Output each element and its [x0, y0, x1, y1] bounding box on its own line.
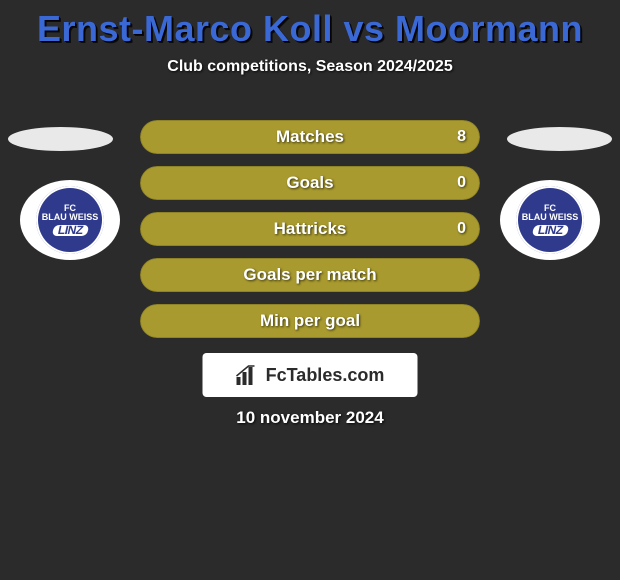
- stat-row-goals: Goals 0: [140, 166, 480, 200]
- infographic-root: Ernst-Marco Koll vs Moormann Club compet…: [0, 0, 620, 580]
- stat-row-hattricks: Hattricks 0: [140, 212, 480, 246]
- club-line3: LINZ: [51, 225, 88, 236]
- stat-row-matches: Matches 8: [140, 120, 480, 154]
- branding-badge: FcTables.com: [203, 353, 418, 397]
- player-avatar-right-slot: [507, 127, 612, 151]
- page-subtitle: Club competitions, Season 2024/2025: [0, 58, 620, 76]
- player-avatar-left-slot: [8, 127, 113, 151]
- club-line2: BLAU WEISS: [42, 213, 99, 222]
- stat-label: Min per goal: [260, 311, 360, 330]
- stats-panel: Matches 8 Goals 0 Hattricks 0 Goals per …: [140, 120, 480, 350]
- stat-label: Matches: [276, 127, 344, 146]
- stat-right-value: 0: [457, 166, 466, 200]
- stat-label: Goals per match: [243, 265, 376, 284]
- stat-right-value: 8: [457, 120, 466, 154]
- stat-label: Hattricks: [274, 219, 347, 238]
- date-text: 10 november 2024: [0, 408, 620, 428]
- stat-right-value: 0: [457, 212, 466, 246]
- club-badge-right: FC BLAU WEISS LINZ: [500, 180, 600, 260]
- club-line3: LINZ: [531, 225, 568, 236]
- club-badge-right-inner: FC BLAU WEISS LINZ: [516, 186, 584, 254]
- page-title: Ernst-Marco Koll vs Moormann: [0, 0, 620, 50]
- stat-label: Goals: [286, 173, 333, 192]
- branding-text: FcTables.com: [266, 365, 385, 386]
- club-line2: BLAU WEISS: [522, 213, 579, 222]
- stat-row-goals-per-match: Goals per match: [140, 258, 480, 292]
- club-badge-left: FC BLAU WEISS LINZ: [20, 180, 120, 260]
- bars-icon: [236, 365, 260, 385]
- club-badge-left-inner: FC BLAU WEISS LINZ: [36, 186, 104, 254]
- stat-row-min-per-goal: Min per goal: [140, 304, 480, 338]
